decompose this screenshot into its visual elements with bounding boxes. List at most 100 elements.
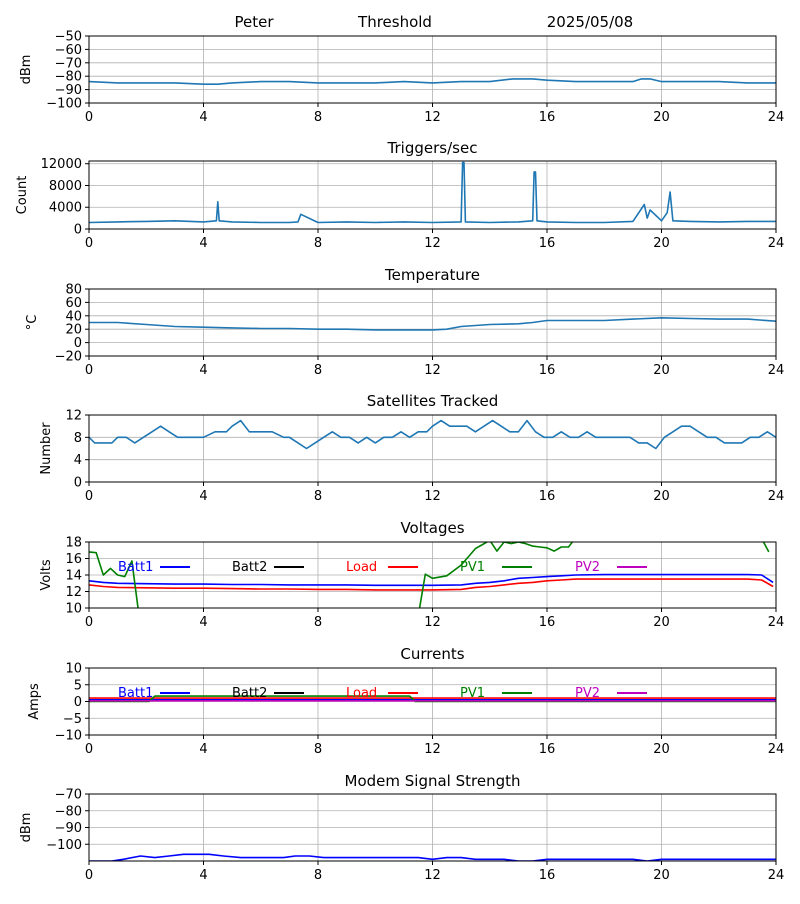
y-tick-label: −90 [55, 821, 82, 836]
x-tick-label: 24 [768, 110, 785, 125]
y-axis-label: Amps [27, 683, 42, 720]
x-tick-label: 20 [653, 236, 670, 251]
x-tick-label: 24 [768, 489, 785, 504]
legend-label: Load [346, 560, 377, 575]
y-tick-label: 16 [65, 552, 82, 567]
x-tick-label: 24 [768, 615, 785, 630]
chart-threshold: 0 4 8 12 16 20 24 −100−90−80−70−60−50 dBm [19, 30, 784, 126]
legend-item-batt2: Batt2 [232, 560, 304, 575]
y-tick-label: 0 [74, 695, 82, 710]
x-tick-label: 16 [539, 868, 556, 883]
x-tick-label: 4 [199, 742, 207, 757]
x-tick-label: 24 [768, 742, 785, 757]
y-tick-label: −100 [46, 97, 82, 112]
y-tick-label: 40 [65, 309, 82, 324]
y-tick-label: −100 [46, 838, 82, 853]
y-axis-label: Volts [39, 559, 54, 591]
series-line-temperature [89, 316, 776, 331]
x-tick-label: 20 [653, 742, 670, 757]
y-tick-label: 80 [65, 283, 82, 298]
legend-item-pv1: PV1 [460, 560, 532, 575]
y-tick-label: −70 [55, 788, 82, 803]
y-tick-label: 4 [74, 453, 82, 468]
x-tick-label: 0 [85, 236, 93, 251]
x-tick-label: 4 [199, 615, 207, 630]
header-station: Peter [234, 13, 274, 31]
x-tick-label: 8 [314, 489, 322, 504]
x-tick-label: 12 [424, 489, 441, 504]
y-tick-label: −20 [55, 350, 82, 365]
x-tick-label: 8 [314, 363, 322, 378]
legend-item-pv2: PV2 [575, 686, 647, 701]
x-tick-label: 4 [199, 110, 207, 125]
legend-item-pv2: PV2 [575, 560, 647, 575]
series-line-pv1 [89, 542, 770, 608]
x-tick-label: 12 [424, 868, 441, 883]
x-tick-label: 16 [539, 110, 556, 125]
y-tick-label: 0 [74, 476, 82, 491]
legend-item-batt1: Batt1 [118, 686, 190, 701]
chart-title: Currents [400, 645, 464, 663]
legend-label: Batt2 [232, 560, 267, 575]
chart-title: Modem Signal Strength [345, 772, 521, 790]
chart-modem: 0 4 8 12 16 20 24 −100 −90 −80−70 Modem Signal Str… [19, 772, 784, 883]
series-line-satellites [89, 419, 776, 450]
header-date: 2025/05/08 [547, 13, 633, 31]
x-tick-label: 20 [653, 363, 670, 378]
x-tick-label: 8 [314, 742, 322, 757]
y-tick-label: 20 [65, 323, 82, 338]
x-tick-label: 8 [314, 615, 322, 630]
y-tick-label: −70 [55, 56, 82, 71]
legend-item-batt2: Batt2 [232, 686, 304, 701]
x-tick-label: 16 [539, 363, 556, 378]
chart-triggers: 0 4 8 12 16 20 24 0 4000 8000 12000 Triggers/sec Cou… [15, 139, 784, 251]
legend-label: PV2 [575, 560, 600, 575]
x-tick-label: 0 [85, 363, 93, 378]
legend-label: PV1 [460, 686, 485, 701]
y-tick-label: −90 [55, 83, 82, 98]
y-tick-label: 18 [65, 536, 82, 551]
y-tick-label: 0 [74, 223, 82, 238]
x-tick-label: 0 [85, 489, 93, 504]
x-tick-label: 12 [424, 742, 441, 757]
x-tick-label: 12 [424, 615, 441, 630]
y-tick-label: −10 [55, 729, 82, 744]
x-tick-label: 12 [424, 363, 441, 378]
y-tick-label: 60 [65, 296, 82, 311]
x-tick-label: 4 [199, 236, 207, 251]
x-tick-label: 0 [85, 615, 93, 630]
x-tick-label: 24 [768, 363, 785, 378]
chart-title: Voltages [400, 519, 464, 537]
header-mode: Threshold [357, 13, 432, 31]
x-tick-label: 16 [539, 742, 556, 757]
legend-item-pv1: PV1 [460, 686, 532, 701]
legend-label: Batt2 [232, 686, 267, 701]
legend-label: Load [346, 686, 377, 701]
y-tick-label: −80 [55, 70, 82, 85]
series-line-triggers [89, 161, 776, 224]
y-tick-label: 12 [65, 585, 82, 600]
y-tick-label: 12 [65, 409, 82, 424]
legend-item-load: Load [346, 560, 418, 575]
series-line-modem [89, 853, 776, 861]
x-tick-label: 16 [539, 236, 556, 251]
series-line-load [89, 578, 774, 591]
x-tick-label: 0 [85, 110, 93, 125]
y-tick-label: 8000 [49, 179, 82, 194]
y-tick-label: 12000 [41, 157, 82, 172]
chart-satellites: 0 4 8 12 16 20 24 0 4 8 12 Satellites Tracked Number [39, 392, 784, 504]
chart-title: Satellites Tracked [367, 392, 498, 410]
series-line-threshold [89, 78, 776, 85]
chart-title: Temperature [384, 266, 480, 284]
x-tick-label: 20 [653, 110, 670, 125]
y-tick-label: 4000 [49, 201, 82, 216]
legend-label: Batt1 [118, 560, 153, 575]
x-tick-label: 8 [314, 868, 322, 883]
x-tick-label: 24 [768, 868, 785, 883]
x-tick-label: 24 [768, 236, 785, 251]
x-tick-label: 0 [85, 742, 93, 757]
